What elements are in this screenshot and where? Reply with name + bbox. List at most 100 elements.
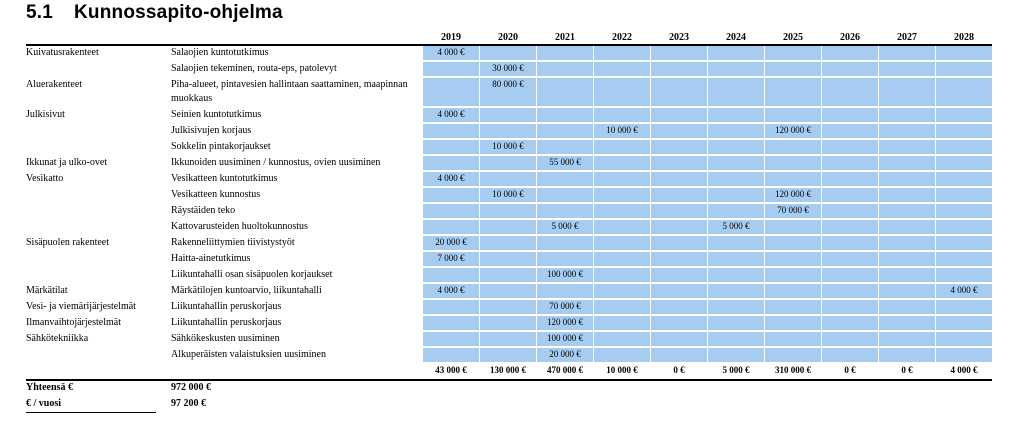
cost-cell-2027 (879, 78, 935, 106)
cost-cell-2021: 55 000 € (537, 156, 593, 170)
table-row: Vesikatteen kunnostus 10 000 € 120 000 € (26, 187, 992, 203)
cost-cell-2027 (879, 348, 935, 362)
cost-cell-2027 (879, 220, 935, 234)
cost-cell-2020 (480, 172, 536, 186)
table-row: Vesi- ja viemärijärjestelmät Liikuntahall… (26, 299, 992, 315)
cost-cell-2027 (879, 62, 935, 76)
cost-cell-2022 (594, 300, 650, 314)
cost-cell-2025 (765, 140, 821, 154)
summary-value: 97 200 € (171, 398, 206, 409)
cost-cell-2021: 20 000 € (537, 348, 593, 362)
cost-cell-2025 (765, 316, 821, 330)
cost-cell-2019 (423, 62, 479, 76)
cost-cell-2022: 10 000 € (594, 124, 650, 138)
cost-cell-2021 (537, 284, 593, 298)
cost-cell-2027 (879, 236, 935, 250)
cost-cell-2023 (651, 220, 707, 234)
cost-cell-2024 (708, 284, 764, 298)
cost-cell-2020 (480, 332, 536, 346)
totals-row: 43 000 € 130 000 € 470 000 € 10 000 € 0 € 5 0… (26, 363, 992, 378)
cost-cell-2020 (480, 220, 536, 234)
cost-cell-2026 (822, 156, 878, 170)
cost-cell-2024 (708, 268, 764, 282)
cost-cell-2025 (765, 220, 821, 234)
cost-cell-2022 (594, 252, 650, 266)
cost-cell-2019: 20 000 € (423, 236, 479, 250)
cost-cell-2026 (822, 332, 878, 346)
section-title: Kunnossapito-ohjelma (74, 2, 283, 23)
cost-cell-2024 (708, 236, 764, 250)
cost-cell-2021: 70 000 € (537, 300, 593, 314)
task-description: Seinien kuntotutkimus (171, 109, 262, 120)
task-description: Salaojien tekeminen, routa-eps, patolevy… (171, 63, 337, 74)
table-row: Alkuperäisten valaistuksien uusiminen 20 … (26, 347, 992, 363)
cost-cell-2027 (879, 156, 935, 170)
cost-cell-2022 (594, 284, 650, 298)
table-row: Sokkelin pintakorjaukset 10 000 € (26, 139, 992, 155)
maintenance-table: 2019 2020 2021 2022 2023 2024 2025 2026 2027 2028… (26, 30, 992, 413)
cost-cell-2026 (822, 46, 878, 60)
year-total-2028: 4 000 € (950, 365, 978, 375)
cost-cell-2020 (480, 108, 536, 122)
year-total-2021: 470 000 € (547, 365, 583, 375)
cost-cell-2025: 70 000 € (765, 204, 821, 218)
cost-cell-2026 (822, 348, 878, 362)
cost-cell-2024 (708, 316, 764, 330)
cost-cell-2022 (594, 156, 650, 170)
cost-cell-2025 (765, 268, 821, 282)
task-description: Vesikatteen kuntotutkimus (171, 173, 278, 184)
cost-cell-2025 (765, 108, 821, 122)
task-description: Sähkökeskusten uusiminen (171, 333, 280, 344)
cost-cell-2027 (879, 140, 935, 154)
cost-cell-2027 (879, 188, 935, 202)
cost-cell-2026 (822, 220, 878, 234)
cost-cell-2021 (537, 62, 593, 76)
cost-cell-2019: 4 000 € (423, 284, 479, 298)
cost-cell-2022 (594, 188, 650, 202)
cost-cell-2020: 10 000 € (480, 188, 536, 202)
table-row: Kuivatusrakenteet Salaojien kuntotutkimus… (26, 45, 992, 61)
cost-cell-2022 (594, 316, 650, 330)
cost-cell-2022 (594, 108, 650, 122)
task-description: Liikuntahallin peruskorjaus (171, 301, 282, 312)
category-label: Sähkötekniikka (26, 333, 89, 344)
cost-cell-2028 (936, 316, 992, 330)
cost-cell-2022 (594, 348, 650, 362)
table-row: Salaojien tekeminen, routa-eps, patolevy… (26, 61, 992, 77)
cost-cell-2028 (936, 172, 992, 186)
year-header-2025: 2025 (783, 32, 803, 43)
cost-cell-2028 (936, 46, 992, 60)
cost-cell-2028 (936, 252, 992, 266)
cost-cell-2021 (537, 46, 593, 60)
cost-cell-2021: 120 000 € (537, 316, 593, 330)
table-row: Sisäpuolen rakenteet Rakenneliittymien ti… (26, 235, 992, 251)
cost-cell-2020: 80 000 € (480, 78, 536, 106)
cost-cell-2025 (765, 236, 821, 250)
cost-cell-2027 (879, 316, 935, 330)
cost-cell-2021: 5 000 € (537, 220, 593, 234)
year-total-2019: 43 000 € (435, 365, 467, 375)
cost-cell-2021 (537, 172, 593, 186)
cost-cell-2021 (537, 78, 593, 106)
cost-cell-2020 (480, 300, 536, 314)
cost-cell-2023 (651, 78, 707, 106)
cost-cell-2024 (708, 332, 764, 346)
cost-cell-2026 (822, 188, 878, 202)
cost-cell-2026 (822, 236, 878, 250)
task-description: Ikkunoiden uusiminen / kunnostus, ovien … (171, 157, 381, 168)
table-row: Aluerakenteet Piha-alueet, pintavesien ha… (26, 77, 992, 107)
cost-cell-2023 (651, 46, 707, 60)
cost-cell-2025: 120 000 € (765, 124, 821, 138)
year-total-2027: 0 € (901, 365, 913, 375)
year-header-2019: 2019 (441, 32, 461, 43)
cost-cell-2026 (822, 252, 878, 266)
cost-cell-2025 (765, 300, 821, 314)
category-label: Kuivatusrakenteet (26, 47, 99, 58)
cost-cell-2019 (423, 124, 479, 138)
cost-cell-2028 (936, 300, 992, 314)
cost-cell-2021 (537, 108, 593, 122)
cost-cell-2024 (708, 46, 764, 60)
cost-cell-2028 (936, 108, 992, 122)
summary-value: 972 000 € (171, 382, 211, 393)
cost-cell-2024 (708, 140, 764, 154)
